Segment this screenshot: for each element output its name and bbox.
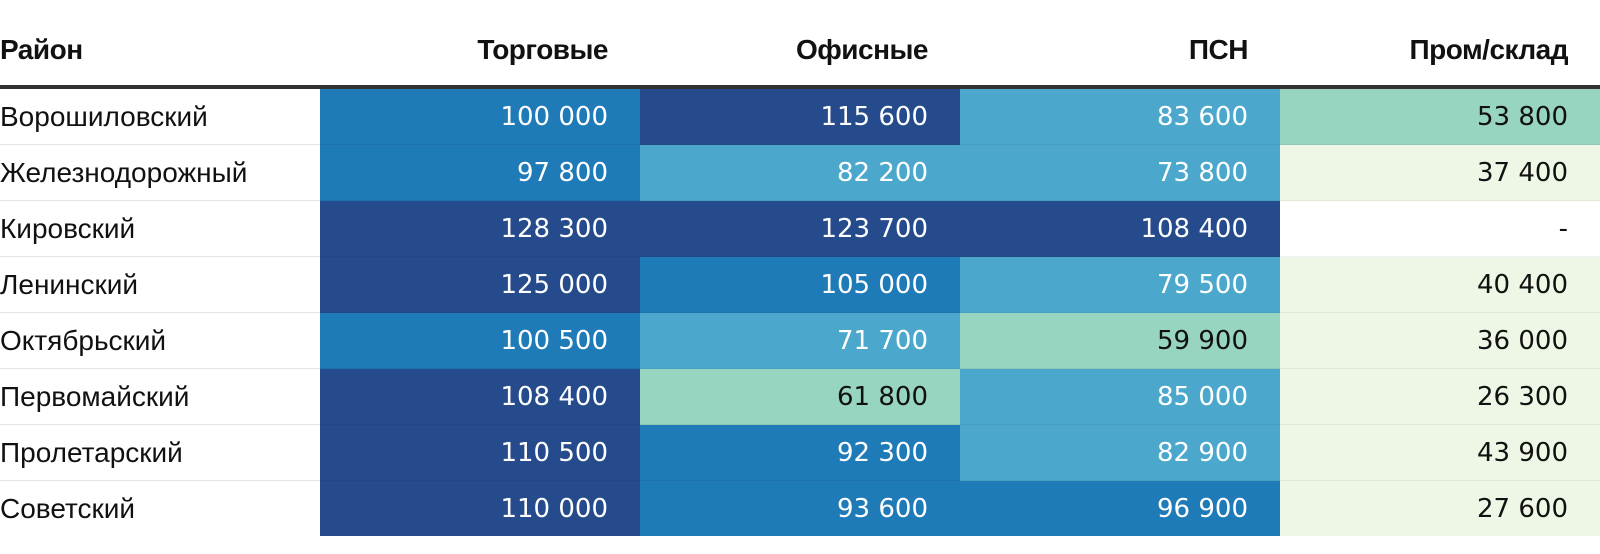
table-row: Советский 110 000 93 600 96 900 27 600 (0, 480, 1600, 536)
heat-value-cell: 108 400 (960, 200, 1280, 257)
table-header: Район Торговые Офисные ПСН Пром/склад (0, 15, 1600, 89)
column-header-office: Офисные (640, 15, 960, 89)
heat-value-cell: 92 300 (640, 424, 960, 481)
heat-value-cell: 59 900 (960, 312, 1280, 369)
table-row: Железнодорожный 97 800 82 200 73 800 37 400 (0, 144, 1600, 201)
heat-value-cell: 110 500 (320, 424, 640, 481)
district-name-cell: Железнодорожный (0, 144, 320, 201)
heat-value-cell: 100 000 (320, 87, 640, 145)
heat-value-cell: 97 800 (320, 144, 640, 201)
heat-value-cell: 40 400 (1280, 256, 1600, 313)
heat-value-cell: 96 900 (960, 480, 1280, 536)
heat-value-cell: 83 600 (960, 87, 1280, 145)
column-header-industrial: Пром/склад (1280, 15, 1600, 89)
heat-value-cell: 105 000 (640, 256, 960, 313)
district-name-cell: Советский (0, 480, 320, 536)
table-row: Ворошиловский 100 000 115 600 83 600 53 800 (0, 87, 1600, 145)
heat-value-cell: 100 500 (320, 312, 640, 369)
heat-value-cell: 37 400 (1280, 144, 1600, 201)
heat-value-cell: 125 000 (320, 256, 640, 313)
heat-value-cell: 123 700 (640, 200, 960, 257)
table-row: Ленинский 125 000 105 000 79 500 40 400 (0, 256, 1600, 313)
heat-value-cell: 61 800 (640, 368, 960, 425)
column-header-district: Район (0, 15, 320, 89)
district-name-cell: Ленинский (0, 256, 320, 313)
heat-value-cell: 79 500 (960, 256, 1280, 313)
district-name-cell: Первомайский (0, 368, 320, 425)
district-name-cell: Кировский (0, 200, 320, 257)
table-row: Кировский 128 300 123 700 108 400- (0, 200, 1600, 257)
heatmap-table: Район Торговые Офисные ПСН Пром/склад Во… (0, 15, 1600, 536)
table-row: Первомайский 108 400 61 800 85 000 26 300 (0, 368, 1600, 425)
heat-value-cell: 110 000 (320, 480, 640, 536)
table-body: Ворошиловский 100 000 115 600 83 600 53 800 Ж… (0, 87, 1600, 536)
heat-value-cell: 82 900 (960, 424, 1280, 481)
heat-value-cell: 93 600 (640, 480, 960, 536)
district-name-cell: Ворошиловский (0, 87, 320, 145)
heat-value-cell: 108 400 (320, 368, 640, 425)
heat-value-cell: 36 000 (1280, 312, 1600, 369)
heat-value-cell: 128 300 (320, 200, 640, 257)
district-name-cell: Октябрьский (0, 312, 320, 369)
heat-value-cell: 115 600 (640, 87, 960, 145)
heat-value-cell: 71 700 (640, 312, 960, 369)
header-row: Район Торговые Офисные ПСН Пром/склад (0, 15, 1600, 89)
table-row: Пролетарский 110 500 92 300 82 900 43 900 (0, 424, 1600, 481)
heat-value-cell: 53 800 (1280, 87, 1600, 145)
heat-value-cell: 73 800 (960, 144, 1280, 201)
heat-value-cell: 82 200 (640, 144, 960, 201)
column-header-psn: ПСН (960, 15, 1280, 89)
heat-value-cell: - (1280, 200, 1600, 257)
heat-value-cell: 26 300 (1280, 368, 1600, 425)
heat-value-cell: 27 600 (1280, 480, 1600, 536)
district-name-cell: Пролетарский (0, 424, 320, 481)
table-row: Октябрьский 100 500 71 700 59 900 36 000 (0, 312, 1600, 369)
heat-value-cell: 43 900 (1280, 424, 1600, 481)
heat-value-cell: 85 000 (960, 368, 1280, 425)
column-header-retail: Торговые (320, 15, 640, 89)
